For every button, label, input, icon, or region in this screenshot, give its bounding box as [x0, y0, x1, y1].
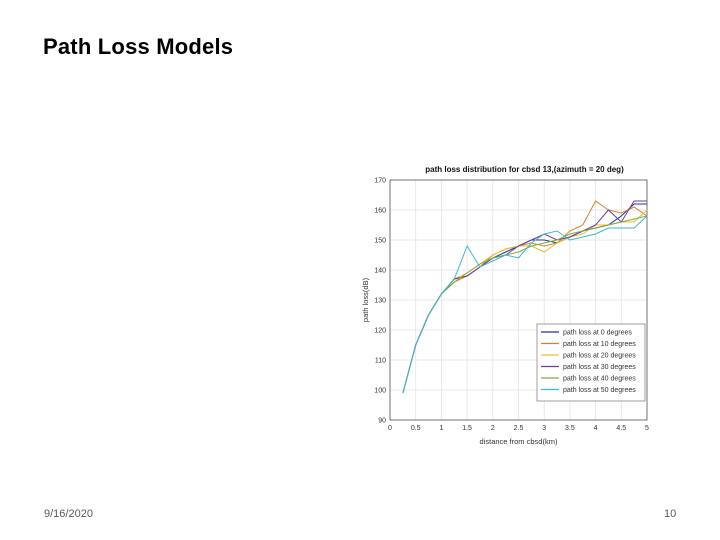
y-tick-label: 120: [374, 328, 386, 335]
x-tick-label: 0: [388, 425, 392, 432]
x-tick-label: 2.5: [514, 425, 524, 432]
y-axis-label: path loss(dB): [361, 277, 370, 322]
y-tick-label: 150: [374, 238, 386, 245]
page-number: 10: [664, 508, 677, 520]
x-tick-label: 2: [491, 425, 495, 432]
legend-entry-5: path loss at 50 degrees: [563, 387, 636, 394]
y-tick-label: 160: [374, 208, 386, 215]
y-tick-label: 100: [374, 388, 386, 395]
x-tick-label: 4.5: [616, 425, 626, 432]
x-tick-label: 3.5: [565, 425, 575, 432]
x-tick-label: 1.5: [462, 425, 472, 432]
legend-entry-3: path loss at 30 degrees: [563, 364, 636, 371]
x-tick-label: 1: [439, 425, 443, 432]
legend-entry-0: path loss at 0 degrees: [563, 330, 632, 337]
legend-entry-1: path loss at 10 degrees: [563, 341, 636, 348]
y-tick-label: 110: [375, 358, 386, 365]
y-tick-label: 140: [374, 268, 386, 275]
x-axis-label: distance from cbsd(km): [480, 437, 558, 446]
x-tick-label: 5: [645, 425, 649, 432]
chart-title: path loss distribution for cbsd 13,(azim…: [425, 165, 624, 174]
x-tick-label: 4: [594, 425, 598, 432]
legend-box: [536, 323, 646, 402]
y-tick-label: 90: [378, 418, 386, 425]
legend-entry-4: path loss at 40 degrees: [563, 376, 636, 383]
path-loss-figure: 0 0.5 1 1.5 2 2.5 3 3.5 4 4.5 5 90 100 110 120 130 140 15…: [352, 158, 662, 458]
x-tick-label: 3: [542, 425, 546, 432]
legend-entry-2: path loss at 20 degrees: [563, 353, 636, 360]
series-line-5: [402, 215, 648, 394]
x-tick-label: 0.5: [411, 425, 421, 432]
y-tick-label: 170: [374, 178, 386, 185]
slide-title: Path Loss Models: [43, 34, 234, 59]
footer-date: 9/16/2020: [44, 508, 93, 520]
plot-frame: [389, 179, 648, 421]
y-tick-label: 130: [374, 298, 386, 305]
line-chart: 0 0.5 1 1.5 2 2.5 3 3.5 4 4.5 5 90 100 110 120 130 140 15…: [361, 165, 649, 446]
